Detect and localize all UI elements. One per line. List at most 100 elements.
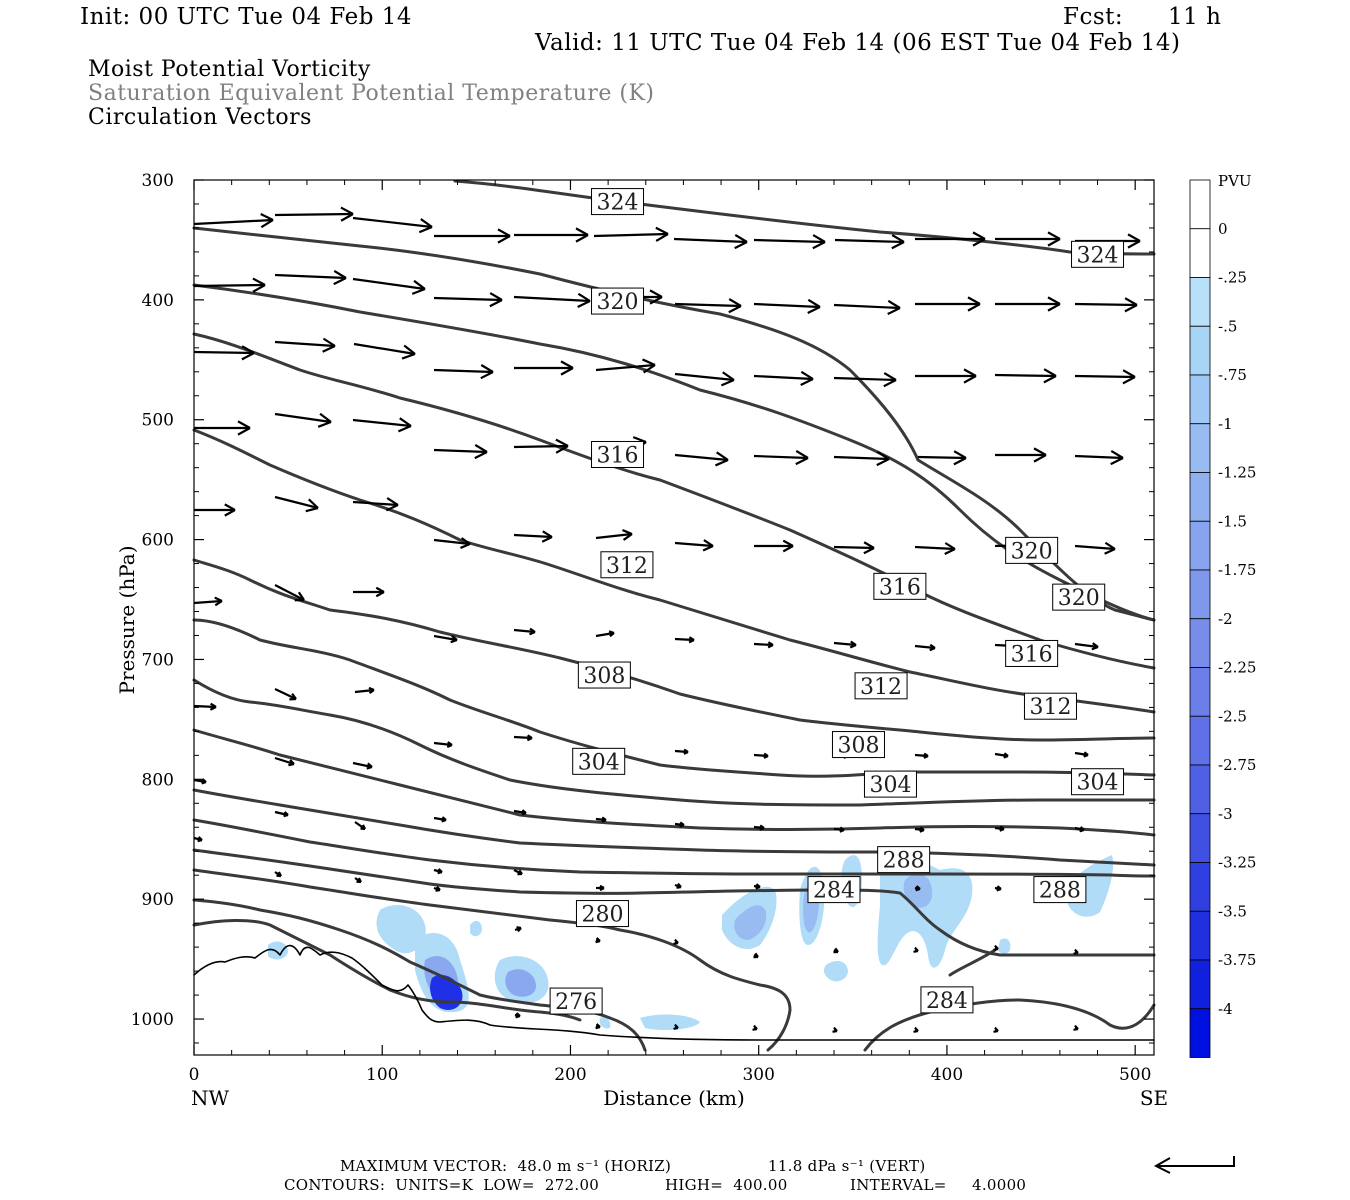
circulation-vector — [914, 885, 921, 892]
colorbar-segment — [1189, 520, 1211, 571]
circulation-vector — [193, 277, 266, 293]
circulation-vector — [352, 216, 433, 234]
theta-es-contour — [192, 818, 1156, 878]
max-vector-horiz: MAXIMUM VECTOR: 48.0 m s⁻¹ (HORIZ) — [340, 1157, 672, 1175]
circulation-vector — [833, 372, 897, 388]
y-tick-label: 300 — [142, 171, 174, 191]
y-axis-label: Pressure (hPa) — [115, 546, 139, 695]
colorbar-segment — [1189, 277, 1211, 327]
circulation-vector — [674, 821, 685, 828]
colorbar-segment — [1189, 1008, 1211, 1058]
circulation-vector — [753, 752, 769, 759]
x-axis-label: Distance (km) — [603, 1086, 745, 1110]
circulation-vector — [673, 938, 679, 945]
circulation-vector — [674, 451, 729, 467]
circulation-vector — [274, 412, 332, 428]
circulation-vector — [914, 542, 956, 555]
colorbar-segment — [1189, 764, 1211, 815]
contour-label: 284 — [807, 876, 861, 904]
colorbar-level-label: -3 — [1218, 805, 1233, 823]
colorbar-segment — [1189, 959, 1211, 1010]
circulation-vector — [674, 748, 689, 755]
circulation-vector — [915, 296, 981, 312]
colorbar-level-label: -3.75 — [1218, 951, 1256, 969]
circulation-vector — [753, 298, 821, 315]
theta-es-contour — [192, 678, 1156, 807]
theta-es-contour — [863, 998, 1156, 1052]
svg-text:304: 304 — [869, 773, 911, 798]
colorbar-level-label: -1.75 — [1218, 561, 1256, 579]
circulation-vector — [915, 368, 977, 384]
circulation-vector — [833, 947, 839, 954]
contour-units: CONTOURS: UNITS=K LOW= 272.00 — [284, 1176, 600, 1194]
circulation-vector — [674, 298, 742, 314]
svg-text:324: 324 — [597, 191, 639, 216]
y-tick-label: 800 — [142, 770, 174, 790]
theta-es-contours — [192, 179, 1156, 1052]
pv-shade-region — [470, 920, 482, 937]
contour-label: 276 — [549, 987, 603, 1015]
circulation-vector — [1074, 369, 1136, 385]
colorbar-level-label: -2.25 — [1218, 659, 1256, 677]
y-tick-label: 1000 — [131, 1010, 174, 1030]
circulation-vector — [353, 342, 416, 360]
circulation-vectors — [193, 206, 1141, 1033]
circulation-vector — [354, 686, 375, 695]
pv-shade-region — [823, 960, 848, 982]
circulation-vector — [833, 451, 890, 467]
theta-es-contour — [192, 283, 1156, 622]
colorbar-segment — [1189, 715, 1211, 766]
colorbar-level-label: -.25 — [1218, 269, 1247, 287]
circulation-vector — [274, 337, 336, 353]
colorbar-level-label: -4 — [1218, 1000, 1233, 1018]
circulation-vector — [595, 1023, 601, 1030]
x-tick-label: 300 — [742, 1065, 774, 1085]
pv-shade-region — [877, 860, 973, 968]
terrain-outline — [193, 944, 1155, 1041]
contour-label: 288 — [877, 846, 931, 874]
circulation-vector — [593, 226, 669, 242]
axes: 300 400 500 600 700 800 900 1000 0 100 200 300 400 50… — [131, 171, 1168, 1110]
colorbar-level-label: -3.5 — [1218, 902, 1247, 920]
colorbar-segment — [1189, 910, 1211, 961]
svg-text:284: 284 — [813, 879, 855, 904]
theta-es-contour — [192, 332, 1156, 670]
theta-es-contour — [192, 558, 1156, 742]
circulation-vector — [354, 821, 366, 831]
circulation-vector — [434, 228, 511, 244]
circulation-vector — [674, 539, 714, 552]
circulation-vector — [595, 816, 607, 823]
contour-label: 284 — [920, 986, 974, 1014]
reference-vector-arrow — [1153, 1156, 1235, 1174]
contour-label: 324 — [1071, 240, 1125, 268]
colorbar-unit: PVU — [1218, 172, 1252, 190]
circulation-vector — [833, 541, 875, 555]
circulation-vector — [513, 627, 536, 636]
y-tick-label: 700 — [142, 650, 174, 670]
circulation-vector — [513, 734, 533, 742]
contour-label: 320 — [591, 287, 645, 315]
circulation-vector — [834, 234, 905, 250]
init-time: Init: 00 UTC Tue 04 Feb 14 — [80, 4, 413, 30]
title-vectors: Circulation Vectors — [88, 105, 312, 130]
circulation-vector — [914, 826, 925, 833]
circulation-vector — [1074, 297, 1138, 313]
circulation-vector — [595, 529, 633, 541]
circulation-vector — [352, 277, 426, 295]
valid-time: Valid: 11 UTC Tue 04 Feb 14 (06 EST Tue … — [535, 30, 1181, 56]
y-tick-label: 500 — [142, 411, 174, 431]
pv-shade-region — [599, 1017, 611, 1029]
circulation-vector — [833, 299, 901, 316]
theta-es-contour — [192, 728, 1156, 837]
circulation-vector — [753, 641, 774, 649]
y-tick-label: 600 — [142, 531, 174, 551]
circulation-vector — [1074, 449, 1124, 466]
x-tick-label: 100 — [366, 1065, 398, 1085]
svg-text:280: 280 — [581, 903, 623, 928]
svg-text:276: 276 — [555, 990, 597, 1015]
svg-text:324: 324 — [1077, 243, 1119, 268]
circulation-vector — [753, 952, 759, 959]
colorbar-level-label: -1 — [1218, 415, 1233, 433]
contour-label: 316 — [1005, 639, 1059, 667]
